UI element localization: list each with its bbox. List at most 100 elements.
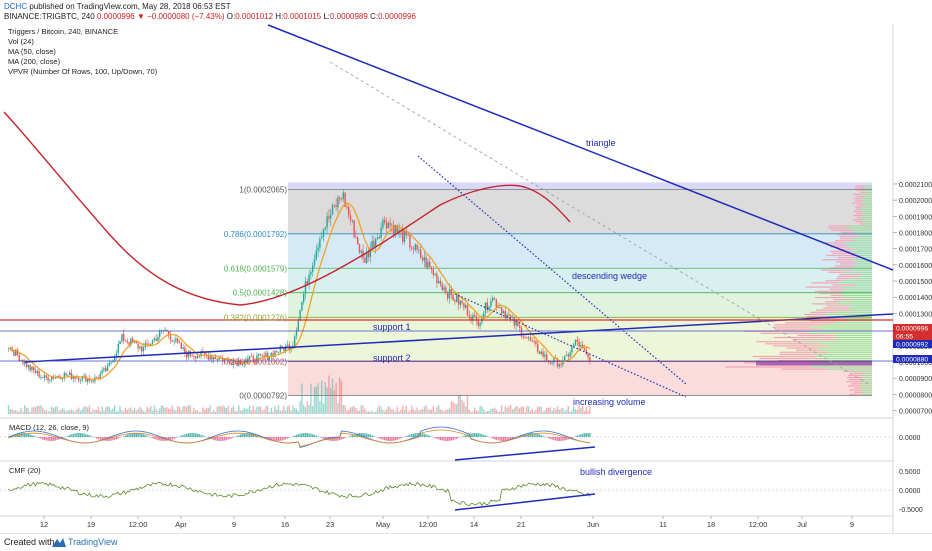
macd-histogram-bar	[321, 437, 322, 438]
volume-bar	[251, 410, 252, 414]
price-change: ▼ −0.0000080 (−7.43%)	[137, 12, 225, 21]
candle-body	[584, 348, 585, 350]
volume-bar	[136, 411, 137, 414]
candle-body	[544, 354, 545, 356]
macd-histogram-bar	[89, 435, 90, 437]
volume-bar	[253, 406, 254, 414]
volume-bar	[541, 407, 542, 414]
author-link[interactable]: DCHC	[4, 2, 27, 11]
volume-bar	[328, 375, 329, 414]
macd-histogram-bar	[447, 437, 448, 441]
vpvr-up-bar	[821, 350, 872, 351]
candle-body	[542, 352, 543, 357]
volume-bar	[566, 409, 567, 414]
vpvr-up-bar	[845, 289, 872, 290]
volume-bar	[461, 400, 462, 414]
volume-bar	[163, 406, 164, 414]
macd-histogram-bar	[127, 435, 128, 437]
volume-bar	[10, 409, 11, 414]
macd-histogram-bar	[382, 437, 383, 440]
macd-histogram-bar	[100, 437, 101, 440]
macd-histogram-bar	[361, 433, 362, 437]
macd-histogram-bar	[294, 436, 295, 437]
volume-bar	[94, 410, 95, 414]
macd-histogram-bar	[578, 435, 579, 437]
vpvr-down-bar	[774, 324, 823, 325]
macd-histogram-bar	[123, 436, 124, 437]
candle-body	[353, 220, 354, 237]
vpvr-down-bar	[775, 326, 810, 327]
macd-histogram-bar	[134, 433, 135, 437]
candle-body	[33, 367, 34, 371]
vpvr-down-bar	[840, 238, 851, 239]
volume-bar	[478, 411, 479, 414]
ohlc-line: BINANCE:TRIGBTC, 240 0.0000996 ▼ −0.0000…	[4, 12, 416, 21]
volume-bar	[380, 407, 381, 414]
volume-bar	[211, 412, 212, 414]
macd-histogram-bar	[350, 436, 351, 437]
macd-histogram-bar	[494, 437, 495, 439]
volume-bar	[451, 402, 452, 414]
macd-histogram-bar	[490, 437, 491, 438]
candle-body	[514, 317, 515, 326]
volume-bar	[503, 412, 504, 414]
fib-zone	[288, 182, 872, 189]
volume-bar	[344, 405, 345, 414]
price-chart[interactable]: Triggers / Bitcoin, 240, BINANCE Vol (24…	[0, 24, 932, 533]
macd-histogram-bar	[242, 434, 243, 437]
macd-histogram-bar	[51, 437, 52, 441]
macd-histogram-bar	[537, 434, 538, 437]
volume-bar	[217, 407, 218, 414]
volume-bar	[13, 411, 14, 414]
vpvr-down-bar	[849, 379, 862, 380]
macd-histogram-bar	[388, 437, 389, 441]
volume-bar	[404, 410, 405, 414]
vpvr-up-bar	[835, 335, 872, 336]
volume-bar	[206, 408, 207, 414]
candle-body	[326, 216, 327, 227]
volume-bar	[35, 407, 36, 414]
volume-bar	[364, 409, 365, 414]
candle-body	[308, 275, 309, 284]
macd-histogram-bar	[40, 437, 41, 439]
footer-bar: Created with TradingView	[0, 533, 932, 551]
volume-bar	[397, 406, 398, 414]
volume-bar	[281, 410, 282, 414]
candle-body	[69, 373, 70, 375]
volume-bar	[337, 403, 338, 414]
volume-bar	[218, 406, 219, 414]
macd-histogram-bar	[559, 437, 560, 441]
candle-body	[433, 269, 434, 275]
volume-bar	[38, 406, 39, 414]
volume-bar	[409, 410, 410, 414]
volume-bar	[110, 410, 111, 414]
macd-histogram-bar	[155, 437, 156, 440]
candle-body	[278, 352, 279, 353]
volume-bar	[290, 410, 291, 414]
volume-bar	[116, 412, 117, 414]
volume-bar	[560, 409, 561, 414]
candle-body	[274, 351, 275, 357]
volume-bar	[488, 411, 489, 414]
increasing-volume-label: increasing volume	[573, 397, 646, 407]
low-value: 0.0000989	[330, 12, 368, 21]
vpvr-down-bar	[824, 242, 844, 243]
volume-bar	[411, 406, 412, 414]
volume-bar	[438, 405, 439, 414]
macd-histogram-bar	[285, 437, 286, 439]
volume-bar	[91, 412, 92, 414]
candle-body	[303, 294, 304, 302]
macd-histogram-bar	[451, 437, 452, 441]
candle-body	[445, 287, 446, 293]
candle-body	[569, 352, 570, 356]
volume-bar	[229, 411, 230, 414]
volume-bar	[98, 407, 99, 414]
candle-body	[564, 356, 565, 360]
vpvr-down-bar	[759, 358, 823, 359]
macd-histogram-bar	[335, 437, 336, 441]
macd-histogram-bar	[452, 437, 453, 440]
macd-histogram-bar	[118, 437, 119, 438]
candle-body	[343, 193, 344, 199]
volume-bar	[87, 408, 88, 414]
volume-bar	[452, 402, 453, 414]
